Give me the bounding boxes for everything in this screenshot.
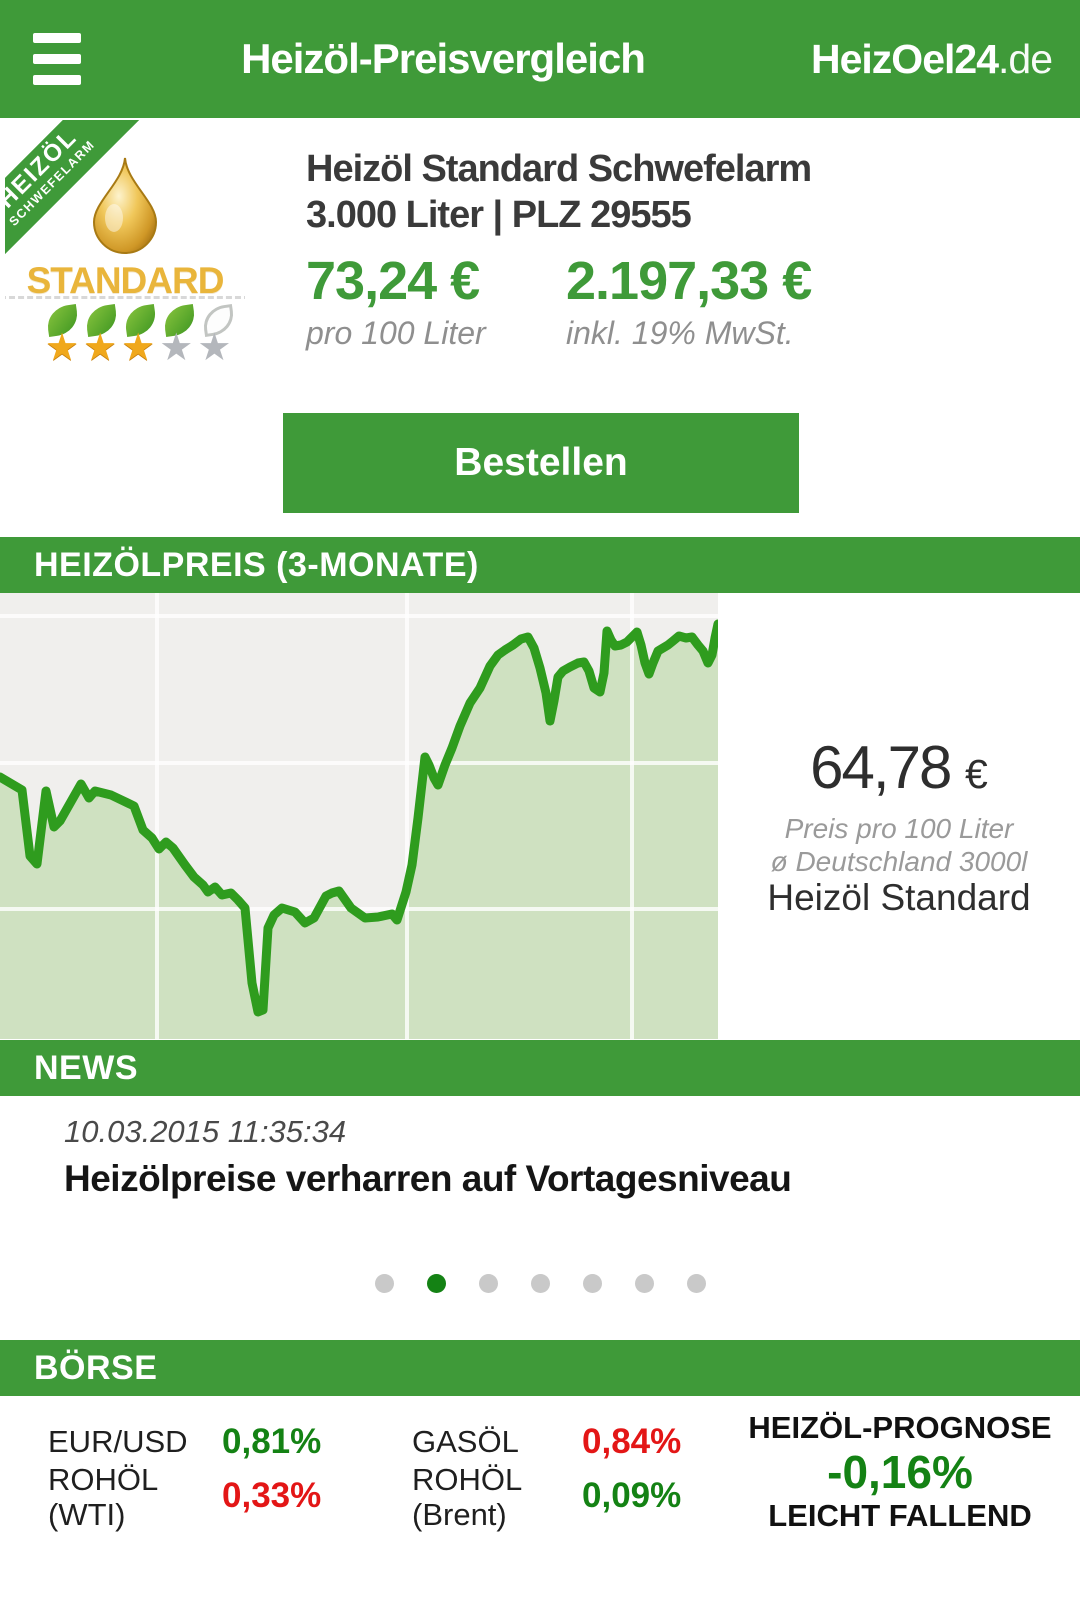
current-price: 64,78 €: [718, 733, 1080, 802]
price-chart-canvas: [0, 593, 718, 1039]
star-icon: ★: [197, 327, 236, 369]
chart-series-label: Heizöl Standard: [767, 877, 1031, 918]
prognose-value: -0,16%: [827, 1446, 973, 1498]
hamburger-icon: [33, 54, 81, 64]
menu-button[interactable]: [33, 33, 81, 86]
quote-label-line: GASÖL: [412, 1424, 519, 1459]
quote-label: GASÖL: [412, 1424, 519, 1459]
hamburger-icon: [33, 75, 81, 85]
chart-price-line: [0, 619, 718, 1017]
pager-dot[interactable]: [634, 1274, 654, 1293]
news-pager: [0, 1274, 1080, 1293]
brand-logo[interactable]: HeizOel24.de: [811, 0, 1053, 118]
currency-symbol: €: [965, 751, 988, 797]
pager-dot[interactable]: [530, 1274, 550, 1293]
oil-drop-icon: [92, 157, 158, 254]
prognose-trend: LEICHT FALLEND: [768, 1498, 1032, 1533]
product-subtitle: 3.000 Liter | PLZ 29555: [306, 194, 692, 236]
news-title: Heizölpreise verharren auf Vortagesnivea…: [64, 1158, 792, 1199]
news-date: 10.03.2015 11:35:34: [64, 1114, 347, 1149]
quote-label-line: (Brent): [412, 1497, 507, 1532]
quote-value: 0,09%: [582, 1476, 682, 1515]
page-title: Heizöl-Preisvergleich: [241, 35, 646, 82]
pager-dot[interactable]: [582, 1274, 602, 1293]
quote-label-line: ROHÖL: [412, 1462, 523, 1497]
chart-info-panel: 64,78 € Preis pro 100 Liter ø Deutschlan…: [718, 593, 1080, 1039]
quote-label: ROHÖL (Brent): [412, 1462, 522, 1532]
price-per-100l-caption: pro 100 Liter: [306, 315, 486, 351]
section-header-heizoelpreis: HEIZÖLPREIS (3-MONATE): [0, 537, 1080, 593]
chart-area-fill: [0, 624, 718, 1039]
brand-logo-name: HeizOel24: [811, 36, 999, 82]
quote-label: ROHÖL (WTI): [48, 1462, 158, 1532]
product-title: Heizöl Standard Schwefelarm: [306, 148, 812, 190]
section-header-news: NEWS: [0, 1040, 1080, 1096]
quote-value: 0,81%: [222, 1422, 322, 1461]
price-total: 2.197,33 €: [566, 251, 812, 311]
prognose-title: HEIZÖL-PROGNOSE: [748, 1410, 1052, 1445]
price-chart: [0, 593, 718, 1039]
chart-caption: Preis pro 100 Liter ø Deutschland 3000l: [718, 812, 1080, 878]
star-icon: ★: [45, 327, 84, 369]
quote-label-line: EUR/USD: [48, 1424, 188, 1459]
hamburger-icon: [33, 33, 81, 43]
product-badge: HEIZÖL SCHWEFELARM STANDARD ★★★★★: [5, 120, 245, 390]
prognose-block: HEIZÖL-PROGNOSE -0,16% LEICHT FALLEND: [740, 1410, 1060, 1534]
price-total-caption: inkl. 19% MwSt.: [566, 315, 794, 351]
news-item[interactable]: 10.03.2015 11:35:34 Heizölpreise verharr…: [64, 1112, 1024, 1202]
product-tier-label: STANDARD: [26, 260, 225, 301]
section-header-boerse: BÖRSE: [0, 1340, 1080, 1396]
star-rating: ★★★★★: [45, 328, 235, 368]
quote-label-line: (WTI): [48, 1497, 126, 1532]
chart-caption-line1: Preis pro 100 Liter: [784, 813, 1014, 844]
chart-caption-line2: ø Deutschland 3000l: [770, 846, 1028, 877]
order-button[interactable]: Bestellen: [283, 413, 799, 513]
quote-label: EUR/USD: [48, 1424, 188, 1459]
divider: [5, 296, 245, 299]
quote-value: 0,84%: [582, 1422, 682, 1461]
pager-dot[interactable]: [686, 1274, 706, 1293]
star-icon: ★: [83, 327, 122, 369]
star-icon: ★: [121, 327, 160, 369]
quote-value: 0,33%: [222, 1476, 322, 1515]
price-per-100l: 73,24 €: [306, 251, 480, 311]
pager-dot[interactable]: [426, 1274, 446, 1293]
pager-dot[interactable]: [374, 1274, 394, 1293]
pager-dot[interactable]: [478, 1274, 498, 1293]
star-icon: ★: [159, 327, 198, 369]
app-header: Heizöl-Preisvergleich HeizOel24.de: [0, 0, 1080, 118]
brand-logo-tld: .de: [998, 36, 1053, 82]
quote-label-line: ROHÖL: [48, 1462, 159, 1497]
current-price-value: 64,78: [810, 734, 952, 801]
